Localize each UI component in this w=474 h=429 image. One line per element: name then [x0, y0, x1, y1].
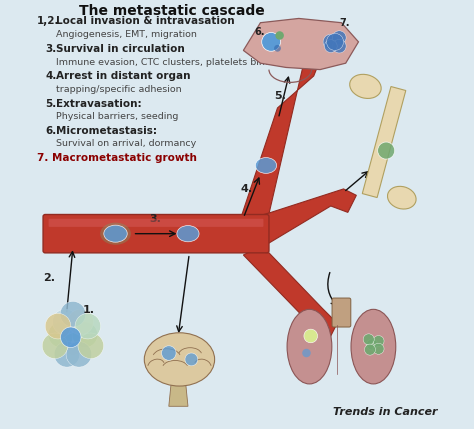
- Circle shape: [75, 313, 100, 339]
- Polygon shape: [243, 251, 337, 340]
- Text: 6.: 6.: [254, 27, 264, 37]
- Ellipse shape: [100, 223, 131, 245]
- Text: Angiogenesis, EMT, migration: Angiogenesis, EMT, migration: [56, 30, 197, 39]
- Circle shape: [366, 339, 378, 350]
- Circle shape: [42, 333, 68, 359]
- Text: trapping/specific adhesion: trapping/specific adhesion: [56, 85, 182, 94]
- Circle shape: [332, 31, 346, 45]
- Circle shape: [275, 31, 284, 40]
- Text: Survival in circulation: Survival in circulation: [56, 44, 184, 54]
- Circle shape: [60, 302, 86, 327]
- Polygon shape: [241, 54, 322, 251]
- Polygon shape: [256, 189, 356, 251]
- Ellipse shape: [351, 309, 396, 384]
- Polygon shape: [362, 87, 406, 197]
- Circle shape: [45, 313, 71, 339]
- Circle shape: [60, 329, 86, 355]
- Circle shape: [327, 33, 344, 50]
- Circle shape: [66, 341, 91, 367]
- Text: 7. Macrometastatic growth: 7. Macrometastatic growth: [36, 153, 197, 163]
- FancyBboxPatch shape: [43, 214, 269, 253]
- Polygon shape: [169, 385, 188, 406]
- Circle shape: [332, 39, 346, 53]
- Ellipse shape: [287, 309, 332, 384]
- Text: 3.: 3.: [150, 214, 162, 224]
- Circle shape: [302, 349, 311, 357]
- Circle shape: [323, 34, 338, 50]
- Circle shape: [378, 142, 395, 159]
- Text: 5.: 5.: [45, 99, 56, 109]
- Circle shape: [365, 344, 375, 355]
- Circle shape: [373, 335, 384, 347]
- Circle shape: [373, 343, 384, 354]
- Text: 3.: 3.: [45, 44, 56, 54]
- Ellipse shape: [104, 225, 127, 242]
- Circle shape: [363, 334, 374, 345]
- Circle shape: [72, 322, 98, 347]
- Ellipse shape: [177, 226, 199, 242]
- Text: 1.: 1.: [83, 305, 95, 314]
- Ellipse shape: [350, 74, 381, 98]
- Circle shape: [304, 329, 318, 343]
- Text: Local invasion & intravasation: Local invasion & intravasation: [56, 16, 235, 26]
- Circle shape: [68, 309, 93, 335]
- Circle shape: [324, 40, 337, 52]
- Text: 2.: 2.: [43, 272, 55, 283]
- Text: Micrometastasis:: Micrometastasis:: [56, 126, 157, 136]
- Circle shape: [54, 341, 80, 367]
- Text: Trends in Cancer: Trends in Cancer: [333, 407, 438, 417]
- Text: 7.: 7.: [339, 18, 350, 28]
- Text: 5.: 5.: [274, 91, 286, 101]
- Circle shape: [185, 353, 198, 366]
- Circle shape: [262, 33, 281, 51]
- Text: 4.: 4.: [45, 71, 56, 81]
- Text: Arrest in distant organ: Arrest in distant organ: [56, 71, 191, 81]
- Circle shape: [274, 45, 281, 51]
- Circle shape: [48, 322, 74, 347]
- Circle shape: [53, 309, 78, 335]
- Text: 4.: 4.: [240, 184, 253, 194]
- Circle shape: [78, 333, 104, 359]
- Text: Extravasation:: Extravasation:: [56, 99, 141, 109]
- Text: The metastatic cascade: The metastatic cascade: [79, 3, 265, 18]
- Circle shape: [61, 327, 81, 347]
- FancyBboxPatch shape: [332, 298, 351, 327]
- Ellipse shape: [144, 333, 215, 386]
- Text: Survival on arrival, dormancy: Survival on arrival, dormancy: [56, 139, 196, 148]
- FancyBboxPatch shape: [49, 219, 264, 227]
- Text: Immune evasion, CTC clusters, platelets binding: Immune evasion, CTC clusters, platelets …: [56, 57, 285, 66]
- Circle shape: [162, 346, 176, 360]
- Ellipse shape: [255, 157, 277, 173]
- Text: 1,2.: 1,2.: [36, 16, 59, 26]
- Ellipse shape: [388, 186, 416, 209]
- Text: 6.: 6.: [45, 126, 56, 136]
- Text: Physical barriers, seeding: Physical barriers, seeding: [56, 112, 178, 121]
- Polygon shape: [243, 18, 358, 69]
